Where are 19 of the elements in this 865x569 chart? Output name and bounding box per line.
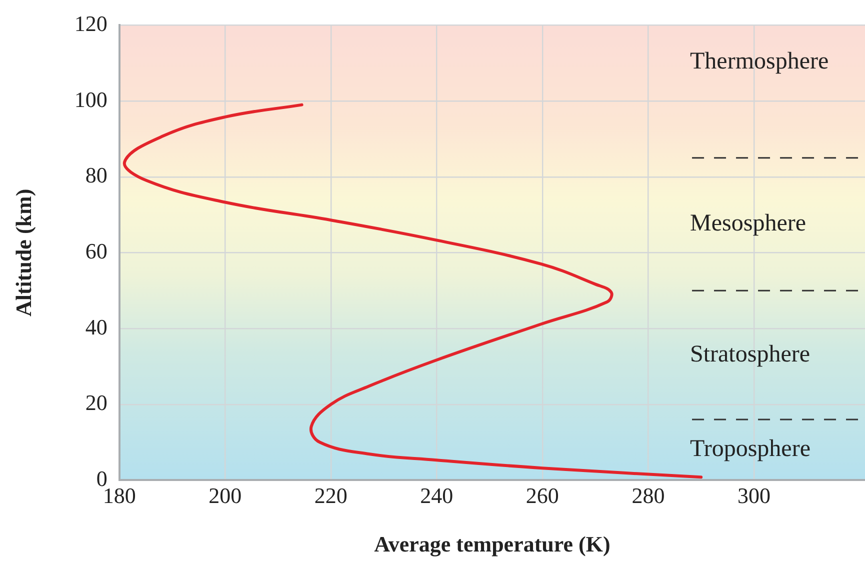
annotation: Mesosphere (690, 210, 806, 237)
x-tick-label: 200 (208, 483, 242, 508)
y-tick-label: 20 (85, 390, 108, 416)
annotation: Stratosphere (690, 341, 810, 368)
x-tick-label: 260 (526, 483, 559, 508)
x-tick-label: 240 (420, 483, 454, 508)
x-axis-title: Average temperature (K) (374, 531, 610, 556)
y-axis-title: Altitude (km) (10, 188, 36, 317)
y-tick-label: 60 (85, 238, 108, 264)
annotation: Thermosphere (690, 48, 829, 75)
y-tick-label: 0 (96, 466, 108, 491)
x-tick-label: 300 (737, 483, 770, 508)
y-tick-label: 100 (74, 86, 108, 112)
x-tick-label: 220 (314, 483, 348, 508)
annotation: Troposphere (690, 436, 810, 462)
x-tick-label: 280 (632, 483, 665, 508)
y-tick-label: 80 (85, 162, 108, 188)
y-tick-label: 120 (74, 10, 108, 36)
y-tick-label: 40 (85, 314, 108, 340)
